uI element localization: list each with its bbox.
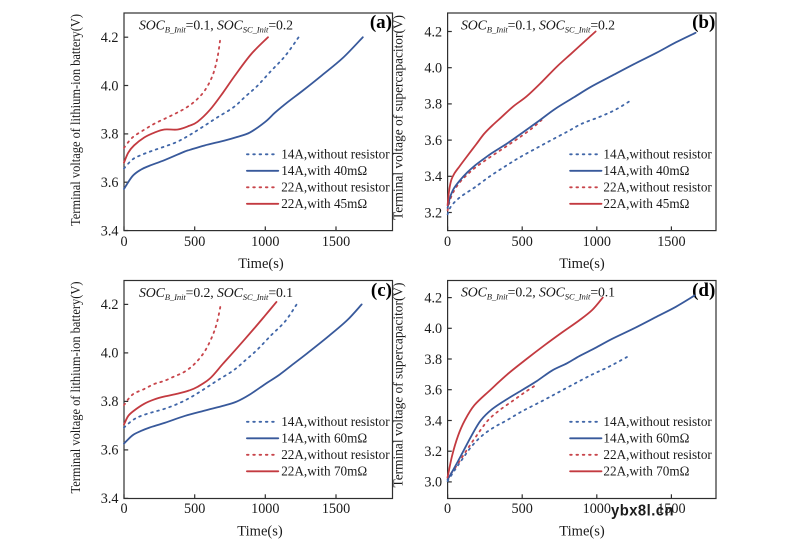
svg-text:22A,with 70mΩ: 22A,with 70mΩ (603, 464, 689, 479)
svg-text:3.8: 3.8 (101, 394, 119, 410)
svg-text:4.2: 4.2 (101, 297, 119, 313)
svg-text:1500: 1500 (322, 501, 350, 517)
svg-text:3.6: 3.6 (424, 383, 442, 399)
svg-text:SOCB_Init=0.2, SOCSC_Init=0.1: SOCB_Init=0.2, SOCSC_Init=0.1 (461, 285, 615, 302)
svg-text:22A,with 45mΩ: 22A,with 45mΩ (603, 196, 689, 211)
svg-text:4.2: 4.2 (101, 30, 119, 46)
svg-text:(b): (b) (692, 12, 715, 33)
svg-text:3.2: 3.2 (424, 205, 442, 221)
svg-text:3.4: 3.4 (101, 223, 119, 239)
svg-text:3.6: 3.6 (101, 443, 119, 459)
svg-text:3.6: 3.6 (424, 133, 442, 149)
svg-text:0: 0 (120, 234, 127, 250)
svg-text:4.0: 4.0 (424, 61, 442, 77)
svg-text:22A,without resistor: 22A,without resistor (603, 447, 712, 462)
svg-text:22A,with 45mΩ: 22A,with 45mΩ (281, 196, 367, 211)
svg-text:1000: 1000 (251, 501, 279, 517)
svg-text:ybx8l.cn: ybx8l.cn (611, 503, 674, 520)
svg-text:4.2: 4.2 (424, 290, 442, 306)
svg-text:14A,without resistor: 14A,without resistor (281, 147, 390, 162)
svg-text:3.2: 3.2 (424, 444, 442, 460)
svg-text:0: 0 (120, 501, 127, 517)
svg-text:3.8: 3.8 (101, 127, 119, 143)
svg-text:22A,without resistor: 22A,without resistor (603, 180, 712, 195)
svg-text:22A,without resistor: 22A,without resistor (281, 447, 390, 462)
svg-text:SOCB_Init=0.2, SOCSC_Init=0.1: SOCB_Init=0.2, SOCSC_Init=0.1 (139, 285, 293, 302)
svg-text:Time(s): Time(s) (237, 524, 283, 540)
svg-text:3.4: 3.4 (101, 491, 119, 507)
svg-text:3.8: 3.8 (424, 97, 442, 113)
svg-text:3.6: 3.6 (101, 175, 119, 191)
svg-text:1500: 1500 (657, 501, 685, 517)
svg-text:3.4: 3.4 (424, 169, 442, 185)
svg-text:500: 500 (184, 501, 205, 517)
svg-text:SOCB_Init=0.1, SOCSC_Init=0.2: SOCB_Init=0.1, SOCSC_Init=0.2 (139, 18, 293, 35)
svg-text:14A,with 40mΩ: 14A,with 40mΩ (281, 163, 367, 178)
svg-text:4.2: 4.2 (424, 24, 442, 40)
svg-text:Time(s): Time(s) (559, 256, 605, 272)
svg-text:14A,with 40mΩ: 14A,with 40mΩ (603, 163, 689, 178)
svg-text:500: 500 (512, 501, 533, 517)
svg-text:1500: 1500 (322, 234, 350, 250)
svg-text:Terminal voltage of lithium-io: Terminal voltage of lithium-ion battery(… (68, 14, 83, 226)
svg-text:14A,with 60mΩ: 14A,with 60mΩ (603, 431, 689, 446)
svg-text:(d): (d) (692, 280, 715, 301)
svg-text:14A,with 60mΩ: 14A,with 60mΩ (281, 431, 367, 446)
svg-text:Time(s): Time(s) (559, 524, 605, 540)
svg-text:1000: 1000 (583, 234, 611, 250)
svg-text:4.0: 4.0 (101, 78, 119, 94)
svg-text:500: 500 (512, 234, 533, 250)
svg-text:SOCB_Init=0.1, SOCSC_Init=0.2: SOCB_Init=0.1, SOCSC_Init=0.2 (461, 18, 615, 35)
svg-text:Time(s): Time(s) (238, 256, 284, 272)
svg-text:(c): (c) (371, 280, 392, 301)
svg-text:1000: 1000 (583, 501, 611, 517)
svg-text:4.0: 4.0 (101, 346, 119, 362)
svg-text:Terminal voltage of supercapac: Terminal voltage of supercapacitor(V) (391, 15, 406, 220)
svg-text:1500: 1500 (657, 234, 685, 250)
svg-text:14A,without resistor: 14A,without resistor (281, 414, 390, 429)
svg-text:3.4: 3.4 (424, 413, 442, 429)
svg-text:22A,without resistor: 22A,without resistor (281, 180, 390, 195)
svg-text:14A,without resistor: 14A,without resistor (603, 147, 712, 162)
svg-text:0: 0 (444, 501, 451, 517)
svg-text:Terminal voltage of supercapac: Terminal voltage of supercapacitor(V) (391, 283, 406, 488)
svg-text:22A,with 70mΩ: 22A,with 70mΩ (281, 464, 367, 479)
svg-text:0: 0 (444, 234, 451, 250)
svg-text:4.0: 4.0 (424, 321, 442, 337)
svg-text:3.0: 3.0 (424, 475, 442, 491)
svg-text:500: 500 (184, 234, 205, 250)
svg-text:1000: 1000 (251, 234, 279, 250)
svg-text:3.8: 3.8 (424, 352, 442, 368)
svg-text:(a): (a) (370, 12, 392, 33)
svg-text:14A,without resistor: 14A,without resistor (603, 414, 712, 429)
svg-text:Terminal voltage of lithium-io: Terminal voltage of lithium-ion battery(… (68, 282, 83, 494)
